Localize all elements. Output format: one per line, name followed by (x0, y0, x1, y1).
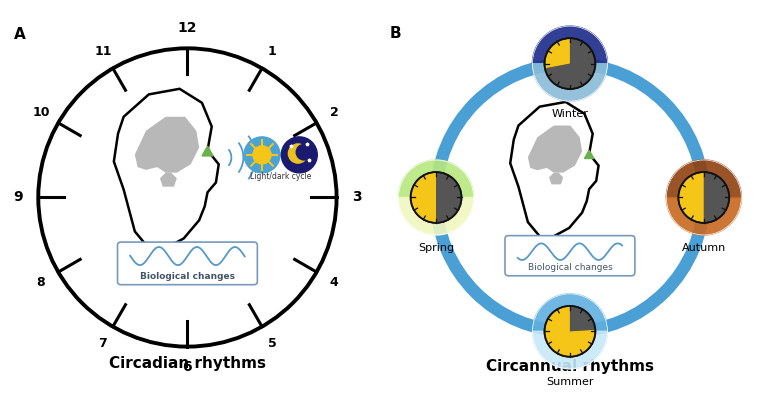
Wedge shape (679, 173, 704, 222)
Wedge shape (436, 173, 461, 222)
Text: 7: 7 (99, 337, 107, 351)
Text: 4: 4 (330, 276, 338, 289)
Polygon shape (399, 160, 474, 197)
Wedge shape (704, 173, 728, 222)
Text: 11: 11 (94, 44, 112, 58)
Polygon shape (528, 125, 582, 172)
Polygon shape (202, 146, 213, 156)
Circle shape (253, 146, 271, 164)
Wedge shape (545, 39, 570, 68)
Polygon shape (666, 160, 741, 197)
Text: Biological changes: Biological changes (140, 272, 235, 280)
Text: Summer: Summer (546, 377, 594, 387)
Text: 12: 12 (177, 21, 197, 35)
Text: 10: 10 (32, 106, 50, 119)
Text: Spring: Spring (418, 243, 454, 253)
Text: Light/dark cycle: Light/dark cycle (250, 172, 311, 181)
FancyBboxPatch shape (118, 242, 257, 285)
FancyBboxPatch shape (505, 236, 635, 276)
Polygon shape (666, 197, 741, 235)
Text: Autumn: Autumn (682, 243, 726, 253)
Text: B: B (389, 26, 401, 41)
Text: 3: 3 (352, 191, 361, 204)
Text: Winter: Winter (552, 109, 588, 119)
Polygon shape (532, 26, 607, 64)
Circle shape (282, 137, 317, 173)
Text: Circannual rhythms: Circannual rhythms (486, 359, 654, 374)
Polygon shape (160, 173, 177, 187)
Circle shape (679, 172, 729, 223)
Text: 9: 9 (14, 191, 23, 204)
Text: 6: 6 (183, 359, 192, 374)
Wedge shape (546, 39, 594, 88)
Text: 5: 5 (268, 337, 276, 351)
Circle shape (296, 144, 311, 160)
Polygon shape (532, 294, 607, 331)
Text: A: A (15, 27, 26, 42)
Circle shape (545, 38, 595, 89)
Text: 8: 8 (37, 276, 45, 289)
Circle shape (545, 306, 595, 357)
Polygon shape (399, 197, 474, 235)
Wedge shape (545, 307, 594, 356)
Polygon shape (135, 117, 199, 173)
Polygon shape (532, 64, 607, 101)
Polygon shape (532, 331, 607, 369)
Polygon shape (549, 172, 563, 185)
Polygon shape (584, 150, 594, 158)
Wedge shape (412, 173, 436, 222)
Circle shape (288, 144, 308, 163)
Text: 1: 1 (268, 44, 276, 58)
Wedge shape (570, 307, 594, 331)
Text: Circadian rhythms: Circadian rhythms (109, 356, 266, 372)
Text: Biological changes: Biological changes (528, 263, 612, 272)
Circle shape (244, 137, 280, 173)
Text: 2: 2 (330, 106, 338, 119)
Circle shape (411, 172, 461, 223)
